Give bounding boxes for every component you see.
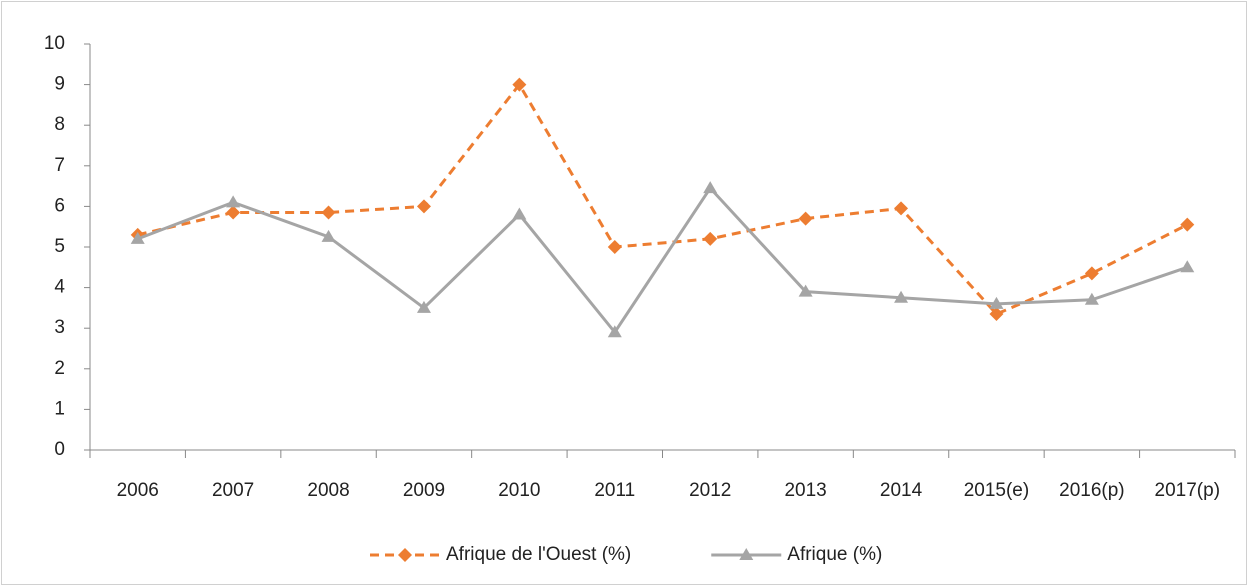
legend-marker <box>739 548 754 560</box>
x-tick-label: 2009 <box>403 480 445 501</box>
data-point <box>703 231 718 246</box>
series-line <box>137 81 1188 316</box>
data-point <box>226 195 241 208</box>
y-tick-label: 8 <box>54 114 65 135</box>
x-tick-label: 2010 <box>498 480 540 501</box>
data-point <box>607 325 622 338</box>
legend-marker <box>398 548 412 562</box>
data-point <box>321 205 336 220</box>
y-tick-label: 10 <box>44 33 65 54</box>
x-tick-label: 2017(p) <box>1155 480 1221 501</box>
y-tick-label: 2 <box>54 358 65 379</box>
data-point <box>1084 266 1099 281</box>
x-tick-label: 2013 <box>784 480 826 501</box>
x-tick-label: 2012 <box>689 480 731 501</box>
data-point <box>798 284 813 297</box>
data-point <box>512 207 527 220</box>
data-point <box>130 231 145 244</box>
data-point <box>1180 217 1195 232</box>
y-tick-label: 6 <box>54 195 65 216</box>
y-tick-label: 1 <box>54 398 65 419</box>
y-tick-label: 0 <box>54 439 65 460</box>
data-point <box>416 300 431 313</box>
y-tick-label: 5 <box>54 236 65 257</box>
x-tick-label: 2008 <box>307 480 349 501</box>
x-tick-label: 2006 <box>117 480 159 501</box>
series-line <box>137 185 1188 335</box>
data-point <box>1084 292 1099 305</box>
data-point <box>989 296 1004 309</box>
y-tick-label: 3 <box>54 317 65 338</box>
data-point <box>894 290 909 303</box>
x-tick-label: 2011 <box>594 480 635 501</box>
y-tick-label: 4 <box>54 277 65 298</box>
data-point <box>894 201 909 216</box>
data-point <box>1180 260 1195 273</box>
data-point <box>416 199 431 214</box>
legend-label: Afrique de l'Ouest (%) <box>446 544 631 565</box>
x-tick-label: 2007 <box>212 480 254 501</box>
data-point <box>512 77 527 92</box>
data-point <box>989 306 1004 321</box>
y-tick-label: 9 <box>54 74 65 95</box>
x-tick-label: 2015(e) <box>964 480 1030 501</box>
data-point <box>607 240 622 254</box>
data-point <box>798 211 813 226</box>
data-point <box>321 229 336 242</box>
legend-label: Afrique (%) <box>787 544 882 565</box>
x-tick-label: 2016(p) <box>1059 480 1125 501</box>
data-point <box>226 205 241 220</box>
x-tick-label: 2014 <box>880 480 923 501</box>
data-point <box>703 181 718 194</box>
y-tick-label: 7 <box>54 155 65 176</box>
